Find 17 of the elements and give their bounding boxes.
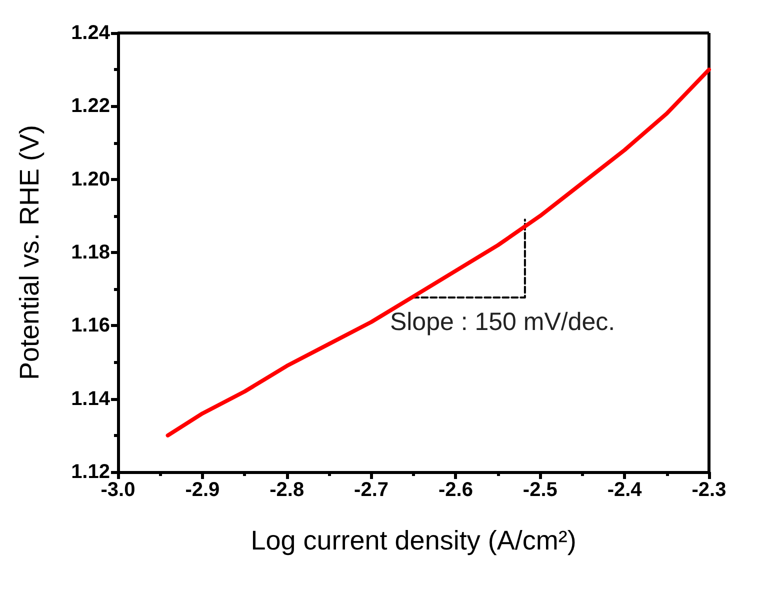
x-tick-label: -2.3 bbox=[692, 479, 726, 501]
x-tick-label: -2.4 bbox=[607, 479, 643, 501]
x-tick-label: -2.9 bbox=[185, 479, 220, 501]
annotation: Slope : 150 mV/dec. bbox=[390, 308, 616, 336]
y-tick-label: 1.18 bbox=[71, 242, 110, 264]
x-tick-label: -2.7 bbox=[354, 479, 389, 501]
y-axis-title: Potential vs. RHE (V) bbox=[14, 124, 44, 380]
x-axis-title: Log current density (A/cm²) bbox=[250, 526, 576, 556]
y-tick-label: 1.22 bbox=[71, 95, 110, 118]
x-tick-label: -2.8 bbox=[270, 479, 304, 501]
x-tick-label: -2.6 bbox=[438, 479, 473, 501]
y-tick-label: 1.24 bbox=[71, 22, 111, 44]
y-tick-label: 1.16 bbox=[71, 314, 110, 337]
y-tick-label: 1.20 bbox=[71, 168, 110, 190]
line-series bbox=[166, 68, 711, 438]
x-tick-label: -2.5 bbox=[522, 479, 558, 501]
y-tick-label: 1.14 bbox=[71, 388, 111, 410]
